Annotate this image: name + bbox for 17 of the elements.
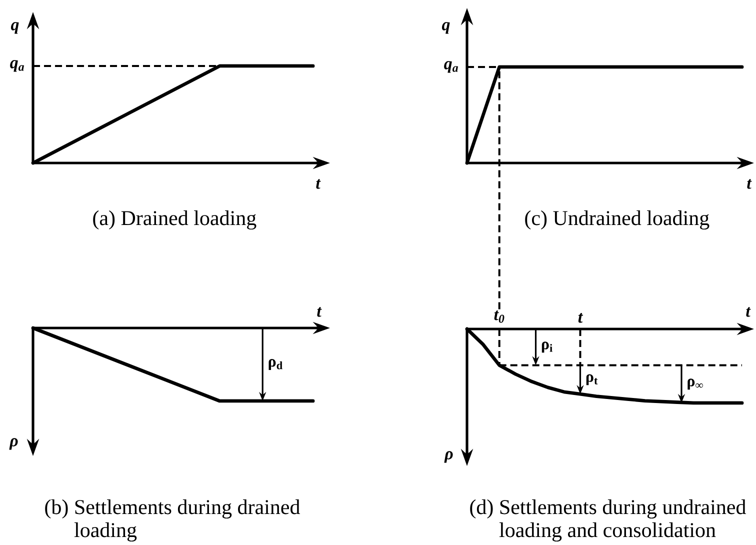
text: (b) Settlements during drained loading (45, 499, 300, 542)
x-axis-title: t (316, 179, 321, 189)
text: (d) Settlements during undrained loading and consolidation (470, 499, 746, 542)
y-axis-title: q (10, 22, 19, 34)
y-axis-title: ρ (9, 438, 18, 450)
ref-line-label: q$_{a}$ (444, 61, 458, 73)
annotation: ρ$_{∞}$ (688, 378, 703, 390)
ref-line-label: q$_{a}$ (10, 60, 24, 72)
text: (c) Undrained loading (525, 210, 710, 230)
x-axis-title: t (747, 179, 752, 189)
text: (a) Drained loading (93, 210, 256, 230)
annotation: ρ$_{d}$ (268, 359, 282, 370)
y-axis-title: ρ (444, 451, 453, 463)
y-axis-title: q (442, 22, 450, 34)
x-tick-label: t$_{0}$ (494, 310, 504, 323)
annotation: ρ$_{i}$ (542, 342, 552, 353)
annotation: ρ$_{t}$ (586, 374, 598, 386)
